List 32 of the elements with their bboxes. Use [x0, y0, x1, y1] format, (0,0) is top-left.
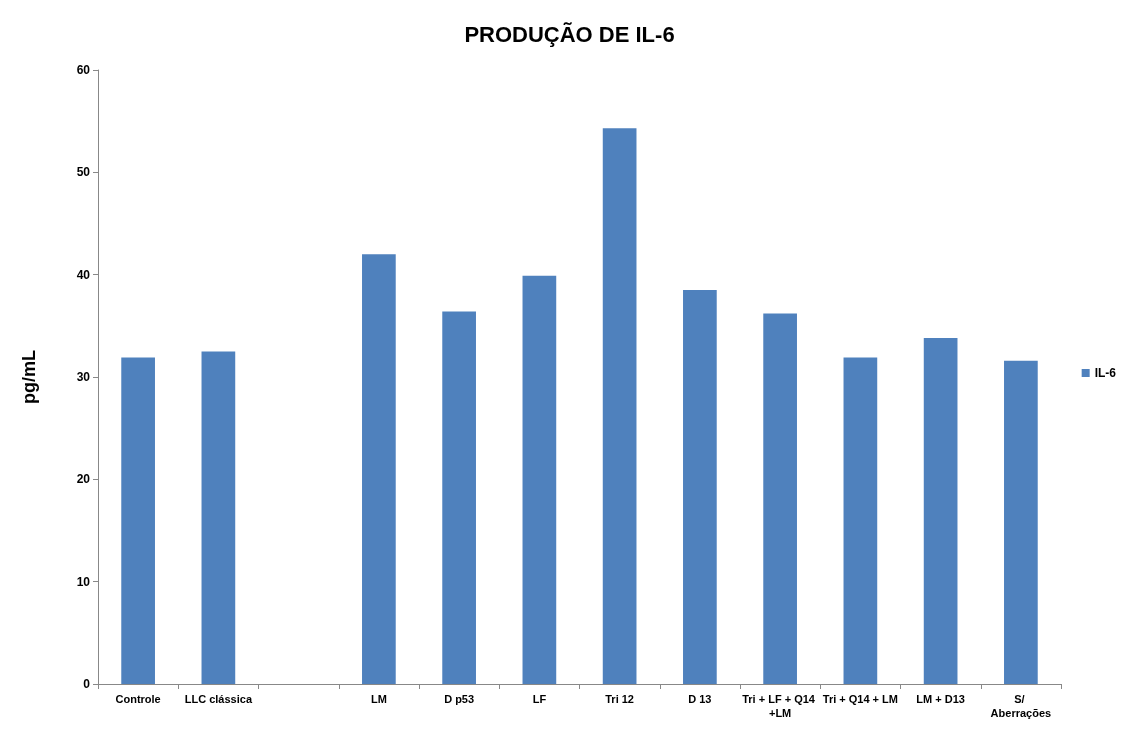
y-tick-label: 30: [76, 370, 91, 384]
x-tick-label: Controle: [115, 693, 161, 705]
bar: [843, 357, 878, 684]
x-tick-label: Tri + LF + Q14 +LM: [742, 693, 819, 719]
x-tick-label: LM + D13: [916, 693, 965, 705]
chart-title: PRODUÇÃO DE IL-6: [464, 21, 675, 47]
bar: [923, 338, 958, 684]
x-tick-label: D 13: [688, 693, 712, 705]
y-tick-label: 20: [76, 472, 91, 487]
bar: [362, 254, 396, 684]
legend-label: IL-6: [1094, 366, 1117, 380]
y-tick-label: 40: [76, 267, 91, 282]
bar: [442, 311, 476, 684]
x-tick-label: LF: [532, 693, 547, 705]
x-tick-label: LLC clássica: [184, 693, 253, 705]
bar: [201, 351, 236, 684]
bar: [1004, 360, 1038, 684]
y-axis-title: pg/mL: [19, 350, 39, 404]
bar: [522, 275, 557, 684]
x-tick-label: S/ Aberrações: [990, 693, 1052, 719]
x-tick-label: LM: [370, 693, 387, 705]
y-tick-label: 50: [76, 165, 91, 180]
y-tick-label: 60: [76, 63, 91, 77]
y-tick-label: 0: [83, 677, 91, 691]
y-tick-label: 10: [76, 574, 91, 589]
x-tick-label: D p53: [444, 693, 475, 705]
x-tick-label: Tri + Q14 + LM: [822, 693, 898, 705]
bar: [602, 128, 637, 684]
bar: [763, 313, 797, 684]
bar: [121, 357, 155, 684]
x-tick-label: Tri 12: [605, 693, 634, 705]
bar: [683, 290, 717, 684]
